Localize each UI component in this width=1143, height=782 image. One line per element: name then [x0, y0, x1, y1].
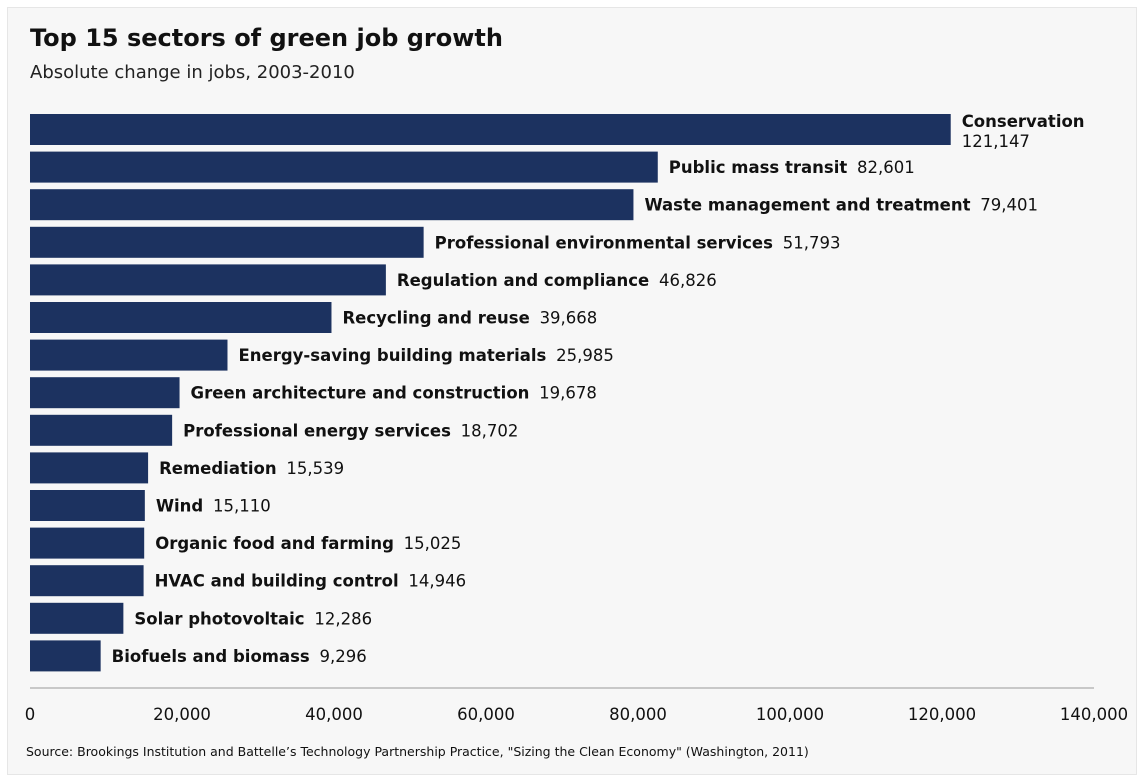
- x-tick-label: 0: [25, 705, 36, 724]
- bar: [30, 414, 173, 446]
- bar-label: Organic food and farming 15,025: [155, 534, 461, 553]
- bar-label: Remediation 15,539: [159, 459, 344, 478]
- x-tick-label: 40,000: [305, 705, 363, 724]
- bar-label: Regulation and compliance 46,826: [397, 271, 717, 290]
- bar: [30, 114, 951, 145]
- bar: [30, 151, 658, 183]
- bar: [30, 226, 424, 258]
- bar-label: Waste management and treatment 79,401: [644, 196, 1038, 215]
- bar: [30, 640, 101, 672]
- x-tick-label: 100,000: [756, 705, 824, 724]
- bar: [30, 377, 180, 409]
- bar-label: Green architecture and construction 19,6…: [191, 384, 597, 403]
- bar-label: Professional environmental services 51,7…: [435, 233, 841, 252]
- chart-title: Top 15 sectors of green job growth: [30, 24, 503, 52]
- bar: [30, 565, 144, 597]
- bar-label: Recycling and reuse 39,668: [342, 309, 597, 328]
- bar-label: Solar photovoltaic 12,286: [134, 609, 372, 628]
- x-tick-label: 140,000: [1060, 705, 1128, 724]
- x-tick-label: 20,000: [153, 705, 211, 724]
- bar-value-label: 121,147: [962, 132, 1030, 151]
- bar-label: Wind 15,110: [156, 497, 271, 516]
- bar-label: Biofuels and biomass 9,296: [112, 647, 367, 666]
- chart-subtitle: Absolute change in jobs, 2003-2010: [30, 62, 355, 83]
- bar-label: Conservation: [962, 112, 1085, 131]
- bar: [30, 339, 228, 371]
- bar-label: Public mass transit 82,601: [669, 158, 915, 177]
- bar-label: HVAC and building control 14,946: [155, 572, 467, 591]
- x-tick-label: 60,000: [457, 705, 515, 724]
- bar: [30, 189, 634, 221]
- source-note: Source: Brookings Institution and Battel…: [26, 744, 809, 759]
- bar: [30, 264, 386, 296]
- bar: [30, 452, 149, 484]
- x-tick-label: 80,000: [609, 705, 667, 724]
- x-tick-label: 120,000: [908, 705, 976, 724]
- bar: [30, 527, 145, 559]
- bar-label: Energy-saving building materials 25,985: [238, 346, 613, 365]
- bar: [30, 602, 124, 634]
- bar: [30, 302, 332, 333]
- bar-label: Professional energy services 18,702: [183, 421, 518, 440]
- bar: [30, 490, 145, 521]
